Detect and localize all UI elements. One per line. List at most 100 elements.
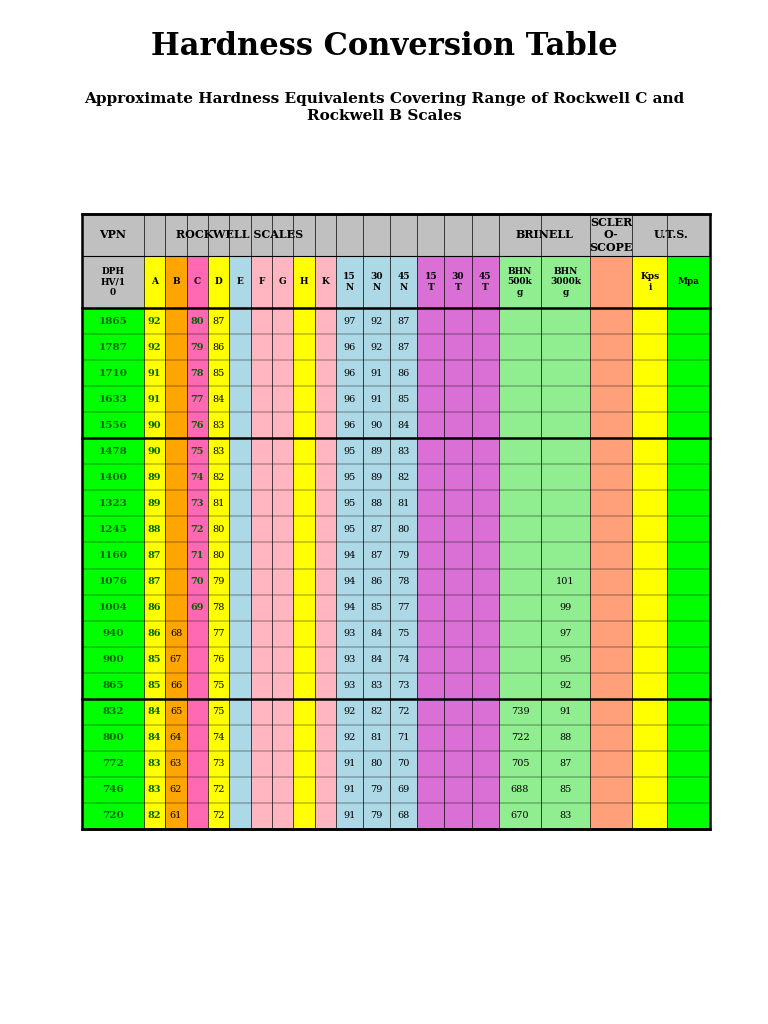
Bar	[165, 621, 187, 646]
Text: 76: 76	[213, 655, 225, 665]
Text: 86: 86	[398, 369, 410, 378]
Text: 82: 82	[398, 473, 410, 482]
Bar	[272, 673, 293, 698]
Bar	[336, 308, 363, 334]
Bar	[165, 725, 187, 751]
Text: 83: 83	[213, 421, 225, 430]
Text: BHN
500k
g: BHN 500k g	[508, 267, 532, 297]
Bar	[590, 413, 633, 438]
Bar	[315, 595, 336, 621]
Bar	[165, 568, 187, 595]
Bar	[633, 360, 667, 386]
Bar	[165, 543, 187, 568]
Bar	[541, 334, 590, 360]
Bar	[633, 646, 667, 673]
Bar	[498, 413, 541, 438]
Bar	[363, 438, 390, 464]
Text: 72: 72	[190, 525, 204, 534]
Bar	[541, 777, 590, 803]
Text: 78: 78	[398, 578, 410, 586]
Bar	[472, 256, 498, 308]
Bar	[417, 386, 445, 413]
Text: 1400: 1400	[98, 473, 127, 482]
Text: 1633: 1633	[98, 394, 127, 403]
Text: 85: 85	[559, 785, 571, 795]
Bar	[293, 725, 315, 751]
Text: 72: 72	[213, 785, 225, 795]
Bar	[667, 568, 710, 595]
Bar	[187, 646, 208, 673]
Text: 79: 79	[370, 811, 382, 820]
Text: BRINELL: BRINELL	[515, 229, 573, 241]
Bar	[417, 751, 445, 777]
Bar	[541, 516, 590, 543]
Bar	[315, 777, 336, 803]
Text: H: H	[300, 278, 308, 287]
Text: 91: 91	[370, 369, 382, 378]
Bar	[315, 256, 336, 308]
Bar	[165, 673, 187, 698]
Bar	[144, 725, 165, 751]
Bar	[230, 438, 250, 464]
Bar	[541, 646, 590, 673]
Bar	[633, 568, 667, 595]
Bar	[472, 751, 498, 777]
Text: 80: 80	[213, 551, 225, 560]
Bar	[230, 386, 250, 413]
Bar	[498, 621, 541, 646]
Text: 80: 80	[370, 760, 382, 768]
Bar	[230, 673, 250, 698]
Bar	[417, 698, 445, 725]
Bar	[445, 360, 472, 386]
Text: E: E	[237, 278, 243, 287]
Bar	[144, 334, 165, 360]
Text: 87: 87	[398, 316, 410, 326]
Text: 30
T: 30 T	[452, 272, 465, 292]
Bar	[208, 803, 230, 829]
Bar	[390, 621, 417, 646]
Bar	[390, 698, 417, 725]
Bar	[165, 256, 187, 308]
Bar	[82, 568, 144, 595]
Text: G: G	[279, 278, 286, 287]
Bar	[417, 413, 445, 438]
Bar	[250, 464, 272, 490]
Bar	[417, 595, 445, 621]
Bar	[250, 516, 272, 543]
Bar	[82, 646, 144, 673]
Bar	[208, 646, 230, 673]
Bar	[590, 646, 633, 673]
Bar	[165, 334, 187, 360]
Text: 1478: 1478	[98, 446, 127, 456]
Bar	[390, 646, 417, 673]
Bar	[293, 777, 315, 803]
Bar	[390, 386, 417, 413]
Text: 87: 87	[398, 343, 410, 351]
Bar	[590, 725, 633, 751]
Bar	[590, 568, 633, 595]
Bar	[498, 595, 541, 621]
Bar	[293, 490, 315, 516]
Bar	[272, 308, 293, 334]
Bar	[445, 646, 472, 673]
Bar	[250, 698, 272, 725]
Bar	[498, 386, 541, 413]
Bar	[633, 803, 667, 829]
Bar	[633, 438, 667, 464]
Bar	[633, 516, 667, 543]
Bar	[417, 360, 445, 386]
Text: 75: 75	[213, 708, 225, 716]
Text: 92: 92	[148, 343, 161, 351]
Bar	[336, 698, 363, 725]
Bar	[667, 360, 710, 386]
Text: 82: 82	[370, 708, 382, 716]
Bar	[336, 360, 363, 386]
Text: 97: 97	[343, 316, 356, 326]
Bar	[363, 386, 390, 413]
Bar	[144, 464, 165, 490]
Bar	[293, 621, 315, 646]
Bar	[472, 725, 498, 751]
Bar	[187, 413, 208, 438]
Bar	[472, 438, 498, 464]
Bar	[250, 777, 272, 803]
